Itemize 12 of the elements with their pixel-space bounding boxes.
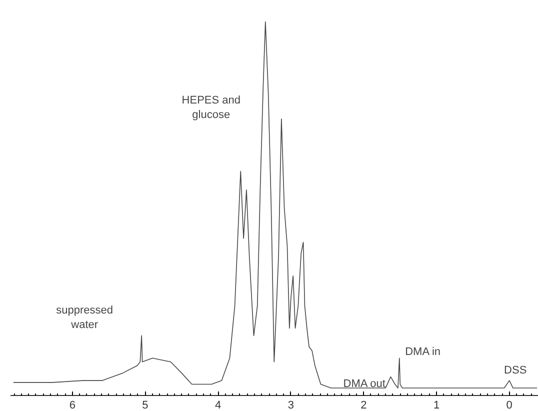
x-tick-label: 4 — [215, 400, 222, 411]
x-tick-label: 1 — [433, 400, 440, 411]
x-tick-label: 3 — [288, 400, 294, 411]
annotation: HEPES and glucose — [182, 94, 240, 121]
x-tick-label: 6 — [69, 400, 76, 411]
x-tick-label: 0 — [506, 400, 512, 411]
annotation: DMA in — [405, 346, 441, 358]
annotation: suppressed water — [56, 304, 114, 331]
annotation: DSS — [504, 364, 527, 377]
x-tick-label: 2 — [360, 400, 367, 411]
annotation: DMA out — [343, 378, 386, 390]
x-tick-label: 5 — [142, 400, 148, 411]
